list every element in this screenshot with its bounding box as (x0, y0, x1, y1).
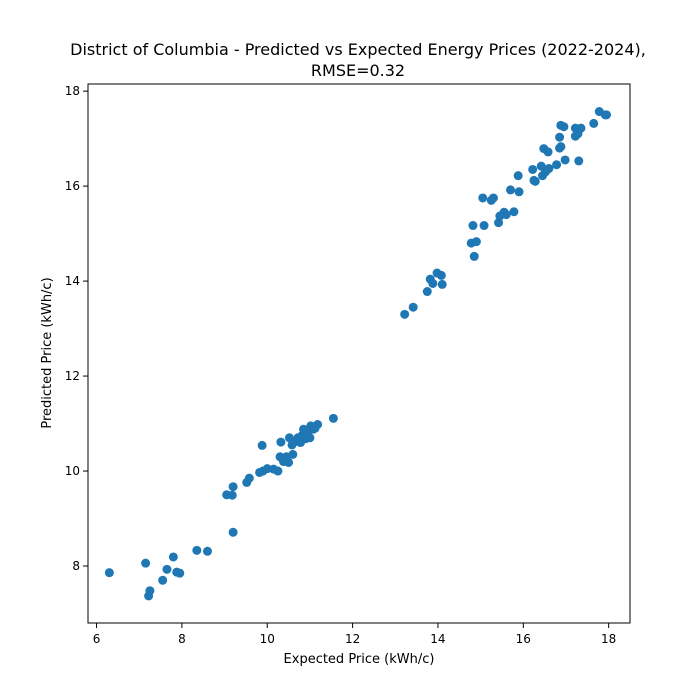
y-tick-label: 12 (65, 369, 80, 383)
data-point (552, 160, 562, 170)
data-point (494, 218, 504, 228)
data-point (104, 568, 114, 578)
data-point (478, 193, 488, 203)
data-point (228, 482, 238, 492)
data-point (175, 568, 185, 578)
x-tick-label: 16 (516, 632, 531, 646)
data-point (469, 251, 479, 261)
x-tick-label: 14 (430, 632, 445, 646)
data-point (556, 142, 566, 152)
data-point (228, 527, 238, 537)
data-point (501, 210, 511, 220)
data-point (141, 558, 151, 568)
data-point (488, 193, 498, 203)
data-point (559, 122, 569, 132)
chart-title-line1: District of Columbia - Predicted vs Expe… (70, 40, 646, 59)
x-tick-label: 8 (178, 632, 186, 646)
data-point (305, 433, 315, 443)
data-point (506, 185, 516, 195)
data-point (479, 221, 489, 231)
data-point (328, 413, 338, 423)
data-point (168, 552, 178, 562)
y-tick-label: 14 (65, 274, 80, 288)
data-point (436, 270, 446, 280)
data-point (428, 278, 438, 288)
data-point (544, 164, 554, 174)
data-point (284, 457, 294, 467)
data-point (162, 564, 172, 574)
chart-title-line2: RMSE=0.32 (311, 61, 405, 80)
data-point (313, 419, 323, 429)
y-tick-label: 16 (65, 179, 80, 193)
y-axis-ticks: 8 10 12 14 16 18 (65, 84, 88, 573)
data-point (273, 466, 283, 476)
data-point (192, 545, 202, 555)
data-point (574, 156, 584, 166)
x-tick-label: 6 (93, 632, 101, 646)
data-point (468, 221, 478, 231)
data-point (555, 132, 565, 142)
data-point (262, 464, 272, 474)
data-point (471, 237, 481, 247)
data-point (530, 176, 540, 186)
data-point (244, 473, 254, 483)
data-point (513, 171, 523, 181)
data-point (158, 575, 168, 585)
data-point (276, 437, 286, 447)
x-axis-label: Expected Price (kWh/c) (284, 652, 435, 667)
x-tick-label: 18 (601, 632, 616, 646)
data-points (104, 107, 612, 601)
y-tick-label: 8 (72, 559, 80, 573)
data-point (437, 279, 447, 289)
data-point (400, 309, 410, 319)
data-point (408, 302, 418, 312)
data-point (509, 207, 519, 217)
data-point (528, 164, 538, 174)
y-axis-label: Predicted Price (kWh/c) (40, 277, 55, 428)
data-point (589, 118, 599, 128)
y-tick-label: 18 (65, 84, 80, 98)
x-tick-label: 12 (345, 632, 360, 646)
data-point (257, 440, 267, 450)
y-tick-label: 10 (65, 464, 80, 478)
data-point (145, 586, 155, 596)
data-point (514, 187, 524, 197)
data-point (543, 147, 553, 157)
data-point (288, 449, 298, 459)
data-point (576, 123, 586, 133)
plot-frame (87, 83, 631, 624)
data-point (422, 287, 432, 297)
data-point (202, 546, 212, 556)
data-point (602, 110, 612, 120)
data-point (560, 155, 570, 165)
x-tick-label: 10 (260, 632, 275, 646)
data-point (227, 490, 237, 500)
x-axis-ticks: 6 8 10 12 14 16 18 (93, 623, 616, 646)
